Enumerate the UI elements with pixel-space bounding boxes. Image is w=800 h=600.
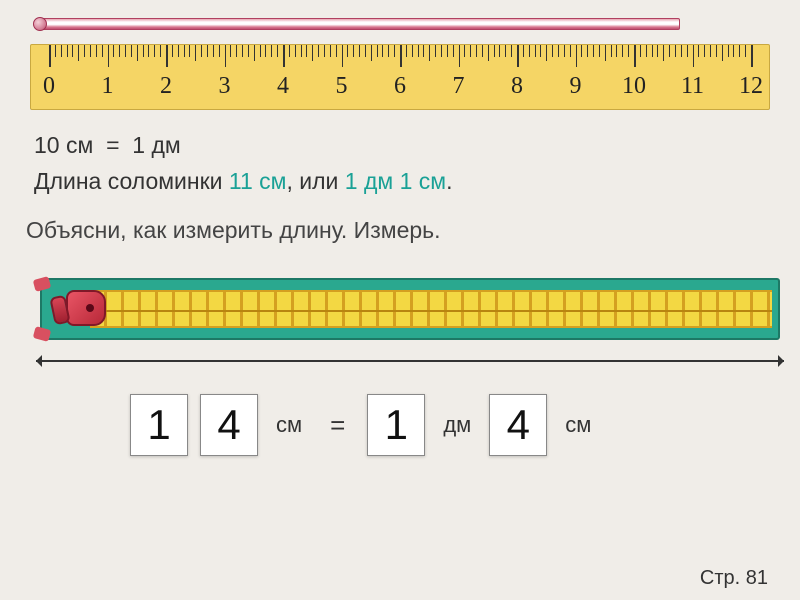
page-reference: Стр. 81 bbox=[700, 567, 768, 590]
task-instruction: Объясни, как измерить длину. Измерь. bbox=[26, 217, 770, 244]
text-1dm: 1 дм bbox=[132, 132, 180, 158]
ruler-label: 3 bbox=[219, 73, 231, 100]
ruler-label: 4 bbox=[277, 73, 289, 100]
ruler-label: 9 bbox=[570, 73, 582, 100]
answer-box-3: 1 bbox=[367, 394, 425, 456]
ruler-label: 0 bbox=[43, 73, 55, 100]
straw-length-cm: 11 см bbox=[229, 168, 287, 194]
ruler-label: 2 bbox=[160, 73, 172, 100]
equals-sign: = bbox=[320, 410, 355, 441]
straw-illustration bbox=[40, 18, 680, 30]
ruler-label: 6 bbox=[394, 73, 406, 100]
unit-dm: дм bbox=[437, 412, 477, 438]
unit-cm-2: см bbox=[559, 412, 597, 438]
answer-box-2: 4 bbox=[200, 394, 258, 456]
straw-length-dm: 1 дм 1 см bbox=[345, 168, 446, 194]
answer-box-4: 4 bbox=[489, 394, 547, 456]
unit-cm: см bbox=[270, 412, 308, 438]
ruler-label: 7 bbox=[453, 73, 465, 100]
measure-arrow bbox=[36, 360, 784, 362]
answer-row: 1 4 см = 1 дм 4 см bbox=[130, 394, 770, 456]
conversion-text: 10 см = 1 дм Длина соломинки 11 см, или … bbox=[34, 128, 766, 199]
ruler-label: 11 bbox=[681, 73, 704, 100]
ruler-label: 1 bbox=[102, 73, 114, 100]
answer-box-1: 1 bbox=[130, 394, 188, 456]
ruler-label: 8 bbox=[511, 73, 523, 100]
zipper-illustration bbox=[30, 266, 790, 366]
text-10cm: 10 см bbox=[34, 132, 93, 158]
ruler: 0123456789101112 bbox=[30, 44, 770, 110]
ruler-label: 10 bbox=[622, 73, 646, 100]
ruler-label: 12 bbox=[739, 73, 763, 100]
ruler-label: 5 bbox=[336, 73, 348, 100]
